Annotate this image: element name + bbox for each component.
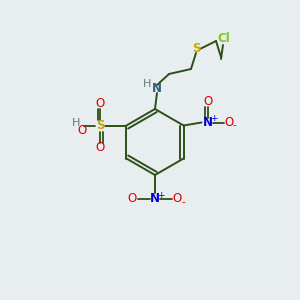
Text: O: O <box>203 95 212 108</box>
Text: S: S <box>96 119 105 132</box>
Text: O: O <box>96 97 105 110</box>
Text: +: + <box>210 114 217 123</box>
Text: O: O <box>224 116 233 129</box>
Text: O: O <box>172 193 182 206</box>
Text: H: H <box>143 79 151 89</box>
Text: H: H <box>72 118 81 128</box>
Text: N: N <box>150 193 160 206</box>
Text: N: N <box>202 116 213 129</box>
Text: S: S <box>192 43 200 56</box>
Text: -: - <box>233 121 236 130</box>
Text: O: O <box>96 141 105 154</box>
Text: Cl: Cl <box>218 32 230 46</box>
Text: O: O <box>78 124 87 137</box>
Text: O: O <box>128 193 136 206</box>
Text: -: - <box>181 197 185 207</box>
Text: N: N <box>152 82 162 95</box>
Text: +: + <box>157 190 165 200</box>
